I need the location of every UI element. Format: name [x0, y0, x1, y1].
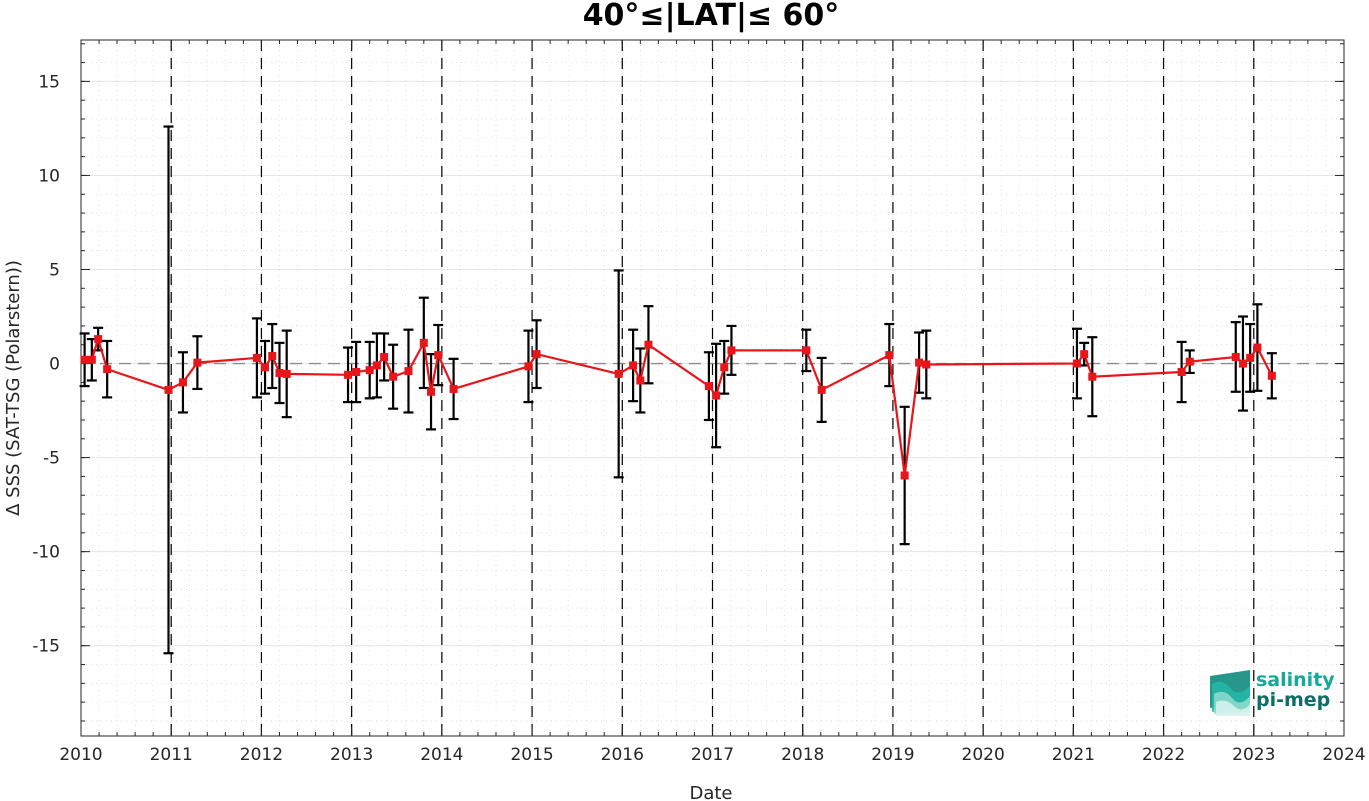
y-tick-label: 0 [49, 355, 60, 375]
data-point [87, 355, 96, 364]
data-point [720, 363, 729, 372]
x-tick-label: 2020 [962, 745, 1005, 765]
data-point [352, 368, 361, 377]
data-point [94, 335, 103, 344]
x-tick-label: 2024 [1322, 745, 1365, 765]
data-point [644, 340, 653, 349]
x-axis-label: Date [689, 783, 732, 801]
data-point [712, 391, 721, 400]
x-tick-label: 2011 [150, 745, 193, 765]
data-point [915, 358, 924, 367]
data-point [103, 365, 112, 374]
logo-text-salinity: salinity [1256, 669, 1335, 691]
data-point [1246, 353, 1255, 362]
data-point [524, 362, 533, 371]
data-point [389, 372, 398, 381]
data-point [1185, 357, 1194, 366]
data-point [1231, 352, 1240, 361]
data-point [614, 369, 623, 378]
x-tick-label: 2012 [240, 745, 283, 765]
data-point [885, 351, 894, 360]
data-point [1238, 359, 1247, 368]
data-point [629, 361, 638, 370]
y-tick-labels: 15 10 5 0 -5 -10 -15 [32, 72, 60, 656]
y-axis-label: Δ SSS (SAT-TSG (Polarstern)) [3, 260, 24, 516]
x-tick-label: 2021 [1052, 745, 1095, 765]
data-point [252, 353, 261, 362]
data-point [419, 338, 428, 347]
data-point [282, 369, 291, 378]
data-point [922, 360, 931, 369]
data-point [817, 385, 826, 394]
series-markers [80, 335, 1276, 480]
logo-text-pi-mep: pi-mep [1256, 689, 1330, 711]
data-point [802, 346, 811, 355]
data-point [178, 378, 187, 387]
data-point [365, 366, 374, 375]
x-tick-label: 2023 [1232, 745, 1275, 765]
y-tick-label: 5 [49, 260, 60, 280]
data-point [344, 370, 353, 379]
data-point [636, 376, 645, 385]
y-tick-label: 15 [38, 72, 60, 92]
data-point [704, 382, 713, 391]
data-point [900, 471, 909, 480]
y-tick-label: 10 [38, 166, 60, 186]
data-point [1088, 372, 1097, 381]
data-point [1267, 371, 1276, 380]
x-tick-label: 2014 [420, 745, 463, 765]
data-point [372, 361, 381, 370]
data-point [268, 352, 277, 361]
axes [80, 39, 1345, 737]
data-point [261, 363, 270, 372]
data-point [380, 352, 389, 361]
data-point [1253, 343, 1262, 352]
data-point [1072, 359, 1081, 368]
data-point [449, 384, 458, 393]
y-tick-label: -15 [32, 637, 60, 657]
y-tick-label: -10 [32, 543, 60, 563]
x-tick-label: 2017 [691, 745, 734, 765]
x-tick-label: 2015 [510, 745, 553, 765]
x-tick-label: 2010 [59, 745, 102, 765]
x-tick-label: 2018 [781, 745, 824, 765]
data-point [727, 346, 736, 355]
data-point [427, 387, 436, 396]
x-tick-label: 2022 [1142, 745, 1185, 765]
salinity-pi-mep-logo: salinity pi-mep [1210, 669, 1335, 716]
data-point [1177, 368, 1186, 377]
wave-logo-icon [1210, 670, 1250, 716]
data-point [193, 358, 202, 367]
data-point [1080, 350, 1089, 359]
x-tick-label: 2016 [601, 745, 644, 765]
data-point [434, 351, 443, 360]
y-tick-label: -5 [43, 449, 60, 469]
data-point [80, 355, 89, 364]
x-tick-labels: 2010 2011 2012 2013 2014 2015 2016 2017 2018 2019… [59, 745, 1365, 765]
chart-title: 40°≤|LAT|≤ 60° [583, 0, 840, 33]
data-point [164, 385, 173, 394]
x-tick-label: 2013 [330, 745, 373, 765]
data-point [275, 368, 284, 377]
data-point [404, 367, 413, 376]
x-tick-label: 2019 [871, 745, 914, 765]
year-marker-lines [170, 40, 1255, 736]
data-point [532, 350, 541, 359]
